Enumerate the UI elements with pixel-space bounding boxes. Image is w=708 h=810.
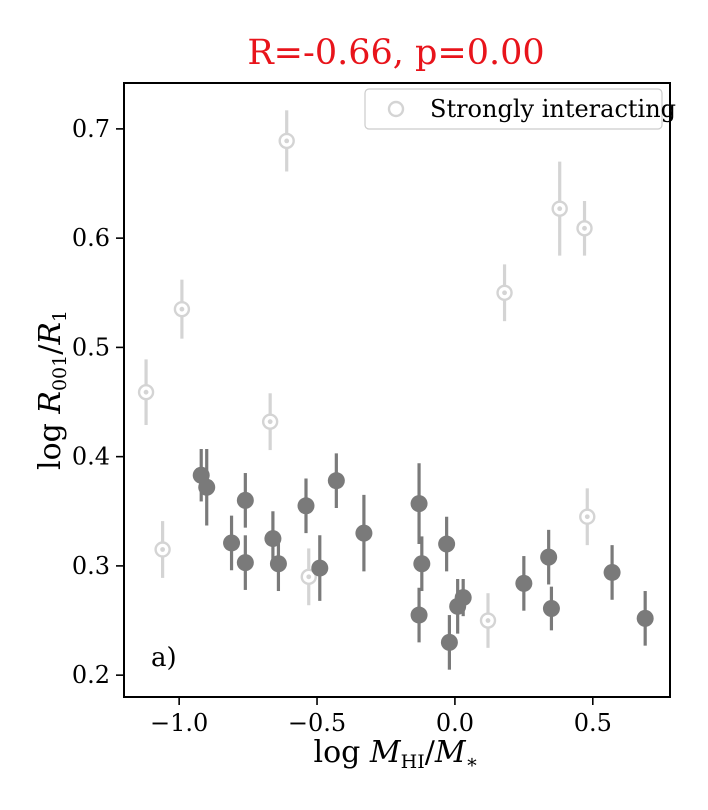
legend-marker-open-circle [387,100,405,118]
legend-label: Strongly interacting [430,95,676,123]
data-point-interacting-center [485,618,491,623]
y-tick-label: 0.5 [72,333,110,361]
plot-frame [123,82,671,698]
data-point [413,555,431,573]
data-point [438,535,456,553]
data-point-interacting-center [143,389,149,395]
data-point [355,524,373,542]
data-point-interacting-center [306,574,312,580]
data-point [198,478,216,496]
data-point [236,491,254,509]
data-point-interacting-center [582,225,587,231]
legend-box [364,88,663,130]
data-point [327,472,345,490]
x-tick-label: 0.5 [574,709,612,737]
chart-title: R=-0.66, p=0.00 [247,33,544,73]
data-point-interacting-center [284,138,290,144]
y-tick-label: 0.2 [72,661,110,689]
data-point-interacting-center [584,514,590,520]
data-point-interacting-center [267,419,273,425]
panel-label: a) [151,643,177,673]
data-point [515,574,533,592]
data-point [410,495,428,513]
data-point [603,563,621,581]
data-point [540,548,558,566]
axis-ticks: −1.0 −0.5 0.0 0.5 0.2 0.3 0.4 0.5 0.6 0.7 [72,115,612,737]
data-point [454,589,472,607]
data-point [542,600,560,618]
y-tick-label: 0.4 [72,443,110,471]
x-tick-label: −1.0 [150,709,208,737]
data-point [269,555,287,573]
data-point-interacting-center [557,206,563,212]
y-tick-label: 0.7 [72,115,110,143]
x-axis-label: log MHI/M∗ [314,735,479,773]
data-point [440,633,458,651]
x-tick-label: 0.0 [436,709,474,737]
data-point-interacting-center [160,547,166,552]
data-point [236,554,254,572]
legend: Strongly interacting [364,88,676,130]
data-point-interacting-center [502,290,507,296]
y-tick-label: 0.3 [72,552,110,580]
data-point [223,534,241,552]
data-point-interacting-center [179,306,185,312]
y-tick-label: 0.6 [72,224,110,252]
data-point [311,559,329,577]
data-marks [137,110,654,670]
data-point [636,609,654,627]
data-point [410,606,428,624]
x-tick-label: −0.5 [288,709,346,737]
data-point [297,497,315,515]
